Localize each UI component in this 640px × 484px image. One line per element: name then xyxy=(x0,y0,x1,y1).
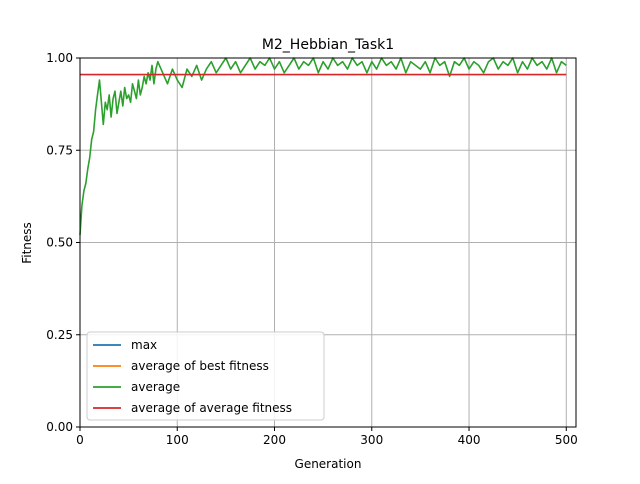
y-axis: 0.00 0.25 0.50 0.75 1.00 xyxy=(46,51,80,434)
legend-label-3: average of average fitness xyxy=(131,401,292,415)
y-tick-label: 0.25 xyxy=(46,328,73,342)
y-tick-label: 0.00 xyxy=(46,420,73,434)
x-tick-label: 100 xyxy=(166,433,189,447)
legend: max average of best fitness average average… xyxy=(86,331,325,421)
x-tick-label: 0 xyxy=(76,433,84,447)
y-tick-label: 0.75 xyxy=(46,143,73,157)
legend-label-2: average xyxy=(131,380,180,394)
x-tick-label: 400 xyxy=(458,433,481,447)
series-line-2 xyxy=(79,57,567,236)
x-axis-label: Generation xyxy=(295,457,362,471)
y-axis-label: Fitness xyxy=(20,222,34,264)
chart-title: M2_Hebbian_Task1 xyxy=(262,37,394,53)
x-axis: 0 100 200 300 400 500 xyxy=(76,427,578,447)
legend-label-1: average of best fitness xyxy=(131,359,269,373)
x-tick-label: 500 xyxy=(555,433,578,447)
x-tick-label: 200 xyxy=(263,433,286,447)
y-tick-label: 0.50 xyxy=(46,236,73,250)
legend-box xyxy=(86,331,325,421)
y-tick-label: 1.00 xyxy=(46,51,73,65)
series-layer xyxy=(79,57,567,236)
legend-label-0: max xyxy=(131,338,157,352)
x-tick-label: 300 xyxy=(360,433,383,447)
